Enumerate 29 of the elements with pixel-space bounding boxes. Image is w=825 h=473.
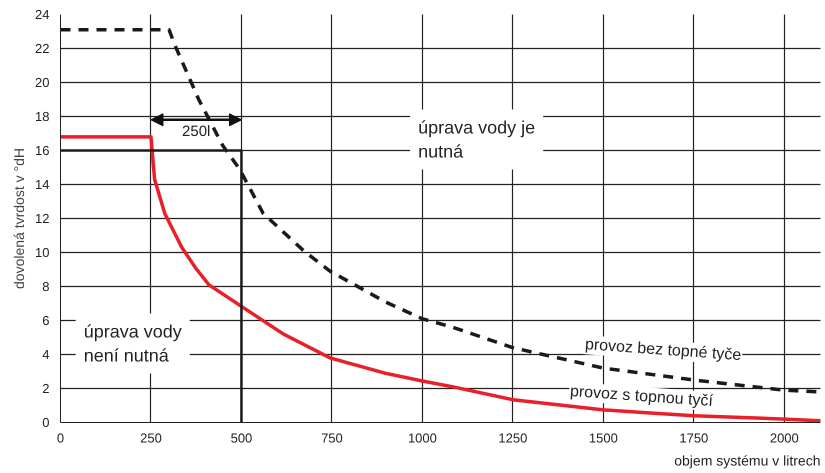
y-tick-label: 0 xyxy=(42,415,50,430)
x-tick-label: 0 xyxy=(56,430,64,446)
y-tick-label: 18 xyxy=(35,109,50,124)
y-tick-label: 20 xyxy=(35,75,50,90)
annotation: 250l xyxy=(182,122,210,140)
x-tick-label: 250 xyxy=(140,430,162,446)
y-axis-title: dovolená tvrdost v °dH xyxy=(11,148,28,289)
x-tick-label: 1250 xyxy=(498,430,528,446)
y-tick-label: 24 xyxy=(35,7,50,22)
y-tick-label: 22 xyxy=(35,41,50,56)
y-tick-label: 14 xyxy=(35,177,50,192)
series-label: provoz s topnou tyčí xyxy=(569,383,714,410)
y-tick-label: 2 xyxy=(42,381,50,396)
y-tick-label: 4 xyxy=(42,347,50,362)
annotation: úprava vody není nutná xyxy=(84,322,182,366)
x-tick-label: 1750 xyxy=(679,430,708,446)
y-tick-label: 16 xyxy=(35,143,50,158)
x-tick-label: 1500 xyxy=(588,430,618,446)
y-tick-label: 6 xyxy=(42,313,50,328)
y-tick-label: 10 xyxy=(35,245,50,260)
x-tick-label: 750 xyxy=(321,430,343,446)
y-tick-label: 12 xyxy=(35,211,50,226)
x-tick-label: 2000 xyxy=(770,430,799,446)
annotation: úprava vody je nutná xyxy=(418,118,536,162)
series-label: provoz bez topné tyče xyxy=(584,336,742,364)
x-tick-label: 1000 xyxy=(408,430,437,446)
x-tick-label: 500 xyxy=(230,430,252,446)
y-tick-label: 8 xyxy=(42,279,50,294)
x-axis-title: objem systému v litrech xyxy=(674,452,821,468)
